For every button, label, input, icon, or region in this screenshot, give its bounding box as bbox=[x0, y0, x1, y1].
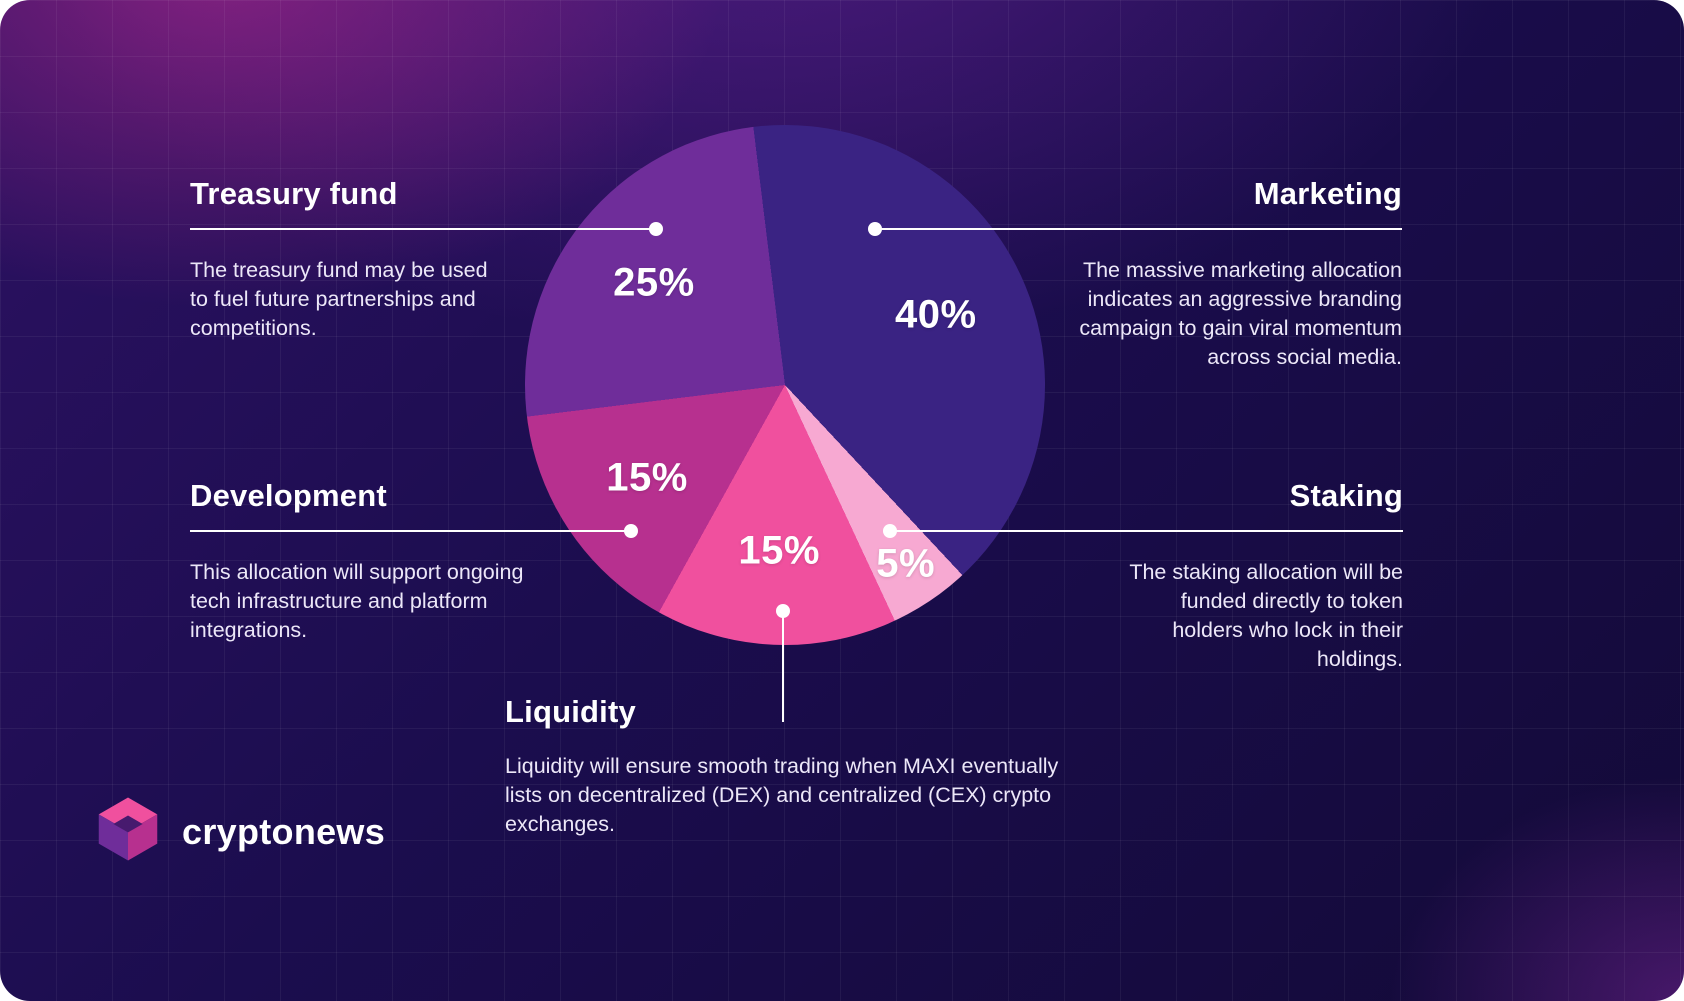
callout-treasury-fund: Treasury fund The treasury fund may be u… bbox=[190, 176, 663, 343]
liquidity-title: Liquidity bbox=[505, 694, 636, 729]
treasury-title: Treasury fund bbox=[190, 176, 398, 211]
callout-liquidity: Liquidity bbox=[505, 694, 636, 730]
development-callout-line bbox=[190, 524, 638, 538]
callout-staking: Staking The staking allocation will be f… bbox=[883, 478, 1403, 674]
pie-label-staking: 5% bbox=[876, 541, 936, 586]
staking-callout-line bbox=[883, 524, 1403, 538]
development-description: This allocation will support ongoing tec… bbox=[190, 560, 524, 642]
cryptonews-logo-icon bbox=[92, 793, 164, 870]
pie-label-development: 15% bbox=[606, 455, 688, 500]
development-title: Development bbox=[190, 478, 387, 513]
liquidity-description: Liquidity will ensure smooth trading whe… bbox=[505, 754, 1059, 836]
brand-name: cryptonews bbox=[182, 810, 386, 852]
marketing-description: The massive marketing allocation indicat… bbox=[1079, 258, 1402, 369]
callout-marketing: Marketing The massive marketing allocati… bbox=[868, 176, 1402, 372]
marketing-callout-line bbox=[868, 222, 1402, 236]
treasury-description: The treasury fund may be used to fuel fu… bbox=[190, 258, 488, 340]
brand-lockup: cryptonews bbox=[92, 793, 385, 870]
liquidity-description-block: Liquidity will ensure smooth trading whe… bbox=[505, 752, 1080, 839]
treasury-callout-line bbox=[190, 222, 663, 236]
callout-development: Development This allocation will support… bbox=[190, 478, 638, 645]
pie-label-marketing: 40% bbox=[895, 292, 977, 337]
pie-label-liquidity: 15% bbox=[738, 528, 820, 573]
liquidity-callout-line bbox=[776, 604, 790, 722]
staking-title: Staking bbox=[1289, 478, 1403, 513]
marketing-title: Marketing bbox=[1253, 176, 1402, 211]
pie-label-treasury-fund: 25% bbox=[613, 260, 695, 305]
pie-chart: 40% 5% 15% 15% 25% bbox=[525, 125, 1045, 645]
staking-description: The staking allocation will be funded di… bbox=[1129, 560, 1403, 671]
